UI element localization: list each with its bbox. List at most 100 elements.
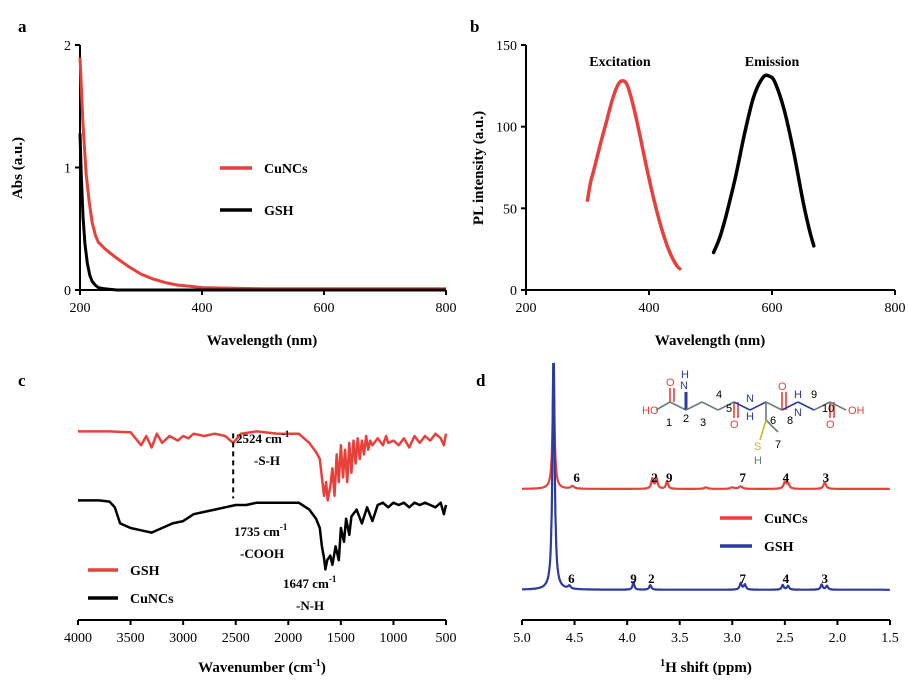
legend-label-gsh-c: GSH [130, 564, 160, 579]
emission-label: Emission [745, 55, 800, 70]
panel-c-legend: GSH CuNCs [88, 564, 174, 607]
annotation-nh: -N-H [296, 598, 324, 613]
legend-label-cunc-d: CuNCs [764, 512, 808, 527]
legend-label-gsh-a: GSH [264, 204, 294, 219]
mol-h-amide-2: H [794, 389, 802, 401]
panel-c-chart: c 4000 3500 3000 2500 2000 1500 1000 500 Wavenu… [18, 371, 457, 676]
panel-a-chart: a 200 400 600 800 0 1 2 Wavelength (nm) Abs (a… [10, 17, 457, 349]
panel-a-y-axis-title: Abs (a.u.) [10, 137, 26, 199]
legend-label-cunc-a: CuNCs [264, 162, 308, 177]
panel-b-y-tick-label: 0 [510, 284, 517, 299]
panel-b-series-line-excitation [585, 79, 682, 271]
panel-a-plot-area: 200 400 600 800 0 1 2 [64, 39, 457, 316]
panel-d-x-tick-label: 4.0 [618, 631, 636, 646]
panel-a-letter: a [18, 17, 27, 36]
panel-d-x-tick-label: 2.5 [776, 631, 794, 646]
panel-c-x-tick-label: 1000 [379, 631, 407, 646]
panel-d-x-tick-label: 3.0 [724, 631, 742, 646]
panel-d-peak-label-cuncs: 7 [740, 470, 747, 485]
annotation-2524-value: 2524 cm [236, 431, 282, 446]
panel-c-x-tick-label: 3500 [117, 631, 145, 646]
panel-d-x-tick-label: 5.0 [513, 631, 531, 646]
panel-c-letter: c [18, 371, 26, 390]
mol-o-5: O [730, 419, 739, 431]
mol-o-8: O [778, 381, 787, 393]
panel-d-peak-label-gsh: 6 [568, 571, 575, 586]
panel-d-spectrum-gsh [521, 362, 890, 591]
panel-a-series-line-gsh [78, 133, 446, 292]
panel-b-x-tick-label: 600 [762, 301, 783, 316]
panel-c-x-tick-label: 3000 [169, 631, 197, 646]
panel-a-x-tick-label: 800 [436, 301, 457, 316]
panel-a-x-tick-label: 600 [314, 301, 335, 316]
panel-c-x-tick-label: 500 [436, 631, 457, 646]
panel-c-x-tick-label: 1500 [327, 631, 355, 646]
panel-b-y-tick-label: 50 [503, 202, 517, 217]
annotation-2524: 2524 cm-1 [236, 429, 290, 446]
panel-d-x-axis-title-sup: 1 [660, 658, 665, 669]
panel-c-x-axis-title: Wavenumber (cm-1) [198, 658, 326, 676]
mol-oh-right: OH [848, 405, 865, 417]
mol-num-1: 1 [666, 417, 672, 429]
annotation-1647-value: 1647 cm [283, 576, 329, 591]
mol-o-1: O [666, 377, 675, 389]
mol-ho-left: HO [642, 405, 659, 417]
panel-a-x-tick-label: 400 [192, 301, 213, 316]
panel-b-plot-area: 200 400 600 800 0 50 100 150 [496, 39, 906, 316]
panel-d-peak-label-gsh: 2 [648, 571, 655, 586]
panel-d-letter: d [476, 371, 486, 390]
panel-c-x-axis-title-sup: -1 [312, 658, 320, 669]
panel-a-legend: CuNCs GSH [220, 162, 308, 219]
panel-d-peak-label-cuncs: 4 [783, 470, 790, 485]
panel-d-peak-label-cuncs: 6 [573, 470, 580, 485]
panel-d-x-tick-label: 4.5 [566, 631, 584, 646]
mol-num-10: 10 [822, 403, 834, 415]
mol-s: S [754, 441, 761, 453]
panel-c-x-tick-label: 2500 [222, 631, 250, 646]
annotation-2524-sup: -1 [282, 429, 290, 439]
panel-b-x-axis-title: Wavelength (nm) [655, 333, 765, 349]
mol-h-thiol: H [754, 455, 762, 467]
panel-d-x-axis-title-main: H shift (ppm) [665, 660, 752, 676]
panel-d-x-tick-label: 2.0 [829, 631, 847, 646]
mol-num-6: 6 [770, 415, 776, 427]
mol-n-amide-1: N [746, 393, 754, 405]
legend-label-cunc-c: CuNCs [130, 592, 174, 607]
panel-a-y-tick-label: 2 [64, 39, 71, 54]
mol-num-5: 5 [726, 403, 732, 415]
mol-num-4: 4 [716, 389, 722, 401]
panel-c-x-tick-label: 2000 [274, 631, 302, 646]
panel-d-peak-label-cuncs: 3 [823, 470, 830, 485]
panel-d-chart: d 5.0 4.5 4.0 3.5 3.0 2.5 2.0 1.56 2 9 7 4 36 9 2 7 4 3 1… [476, 362, 899, 676]
annotation-1735-value: 1735 cm [234, 524, 280, 539]
panel-a-x-tick-label: 200 [70, 301, 91, 316]
mol-h-amide-1: H [746, 411, 754, 423]
panel-d-peak-label-gsh: 9 [630, 571, 637, 586]
mol-num-8: 8 [787, 415, 793, 427]
panel-a-series-line-cuncs [78, 57, 446, 291]
panel-b-x-tick-label: 800 [885, 301, 906, 316]
mol-num-3: 3 [700, 417, 706, 429]
panel-a-y-tick-label: 0 [64, 284, 71, 299]
panel-d-legend: CuNCs GSH [720, 512, 808, 555]
panel-a-x-axis-title: Wavelength (nm) [207, 333, 317, 349]
mol-n-amide-2: N [794, 407, 802, 419]
annotation-1647-sup: -1 [329, 574, 337, 584]
panel-d-x-tick-label: 3.5 [671, 631, 689, 646]
legend-label-gsh-d: GSH [764, 540, 794, 555]
panel-d-peak-label-gsh: 3 [822, 571, 829, 586]
mol-h-amine: H [681, 369, 689, 381]
excitation-label: Excitation [589, 55, 651, 70]
panel-d-peak-label-cuncs: 2 [651, 470, 658, 485]
panel-a-y-tick-label: 1 [64, 162, 71, 177]
glutathione-structure-image: HO O N H O N H O N H O OH S H 1 2 3 4 5 … [642, 369, 865, 467]
panel-b-x-tick-label: 200 [516, 301, 537, 316]
panel-c-annotations: 2524 cm-1 -S-H 1735 cm-1 -COOH 1647 cm-1… [234, 429, 337, 613]
panel-c-spectrum-cuncs [78, 499, 448, 571]
annotation-1647: 1647 cm-1 [283, 574, 337, 591]
mol-num-2: 2 [683, 413, 689, 425]
mol-n-amine: N [680, 380, 688, 392]
panel-d-peak-label-gsh: 7 [740, 571, 747, 586]
panel-d-x-tick-label: 1.5 [881, 631, 899, 646]
